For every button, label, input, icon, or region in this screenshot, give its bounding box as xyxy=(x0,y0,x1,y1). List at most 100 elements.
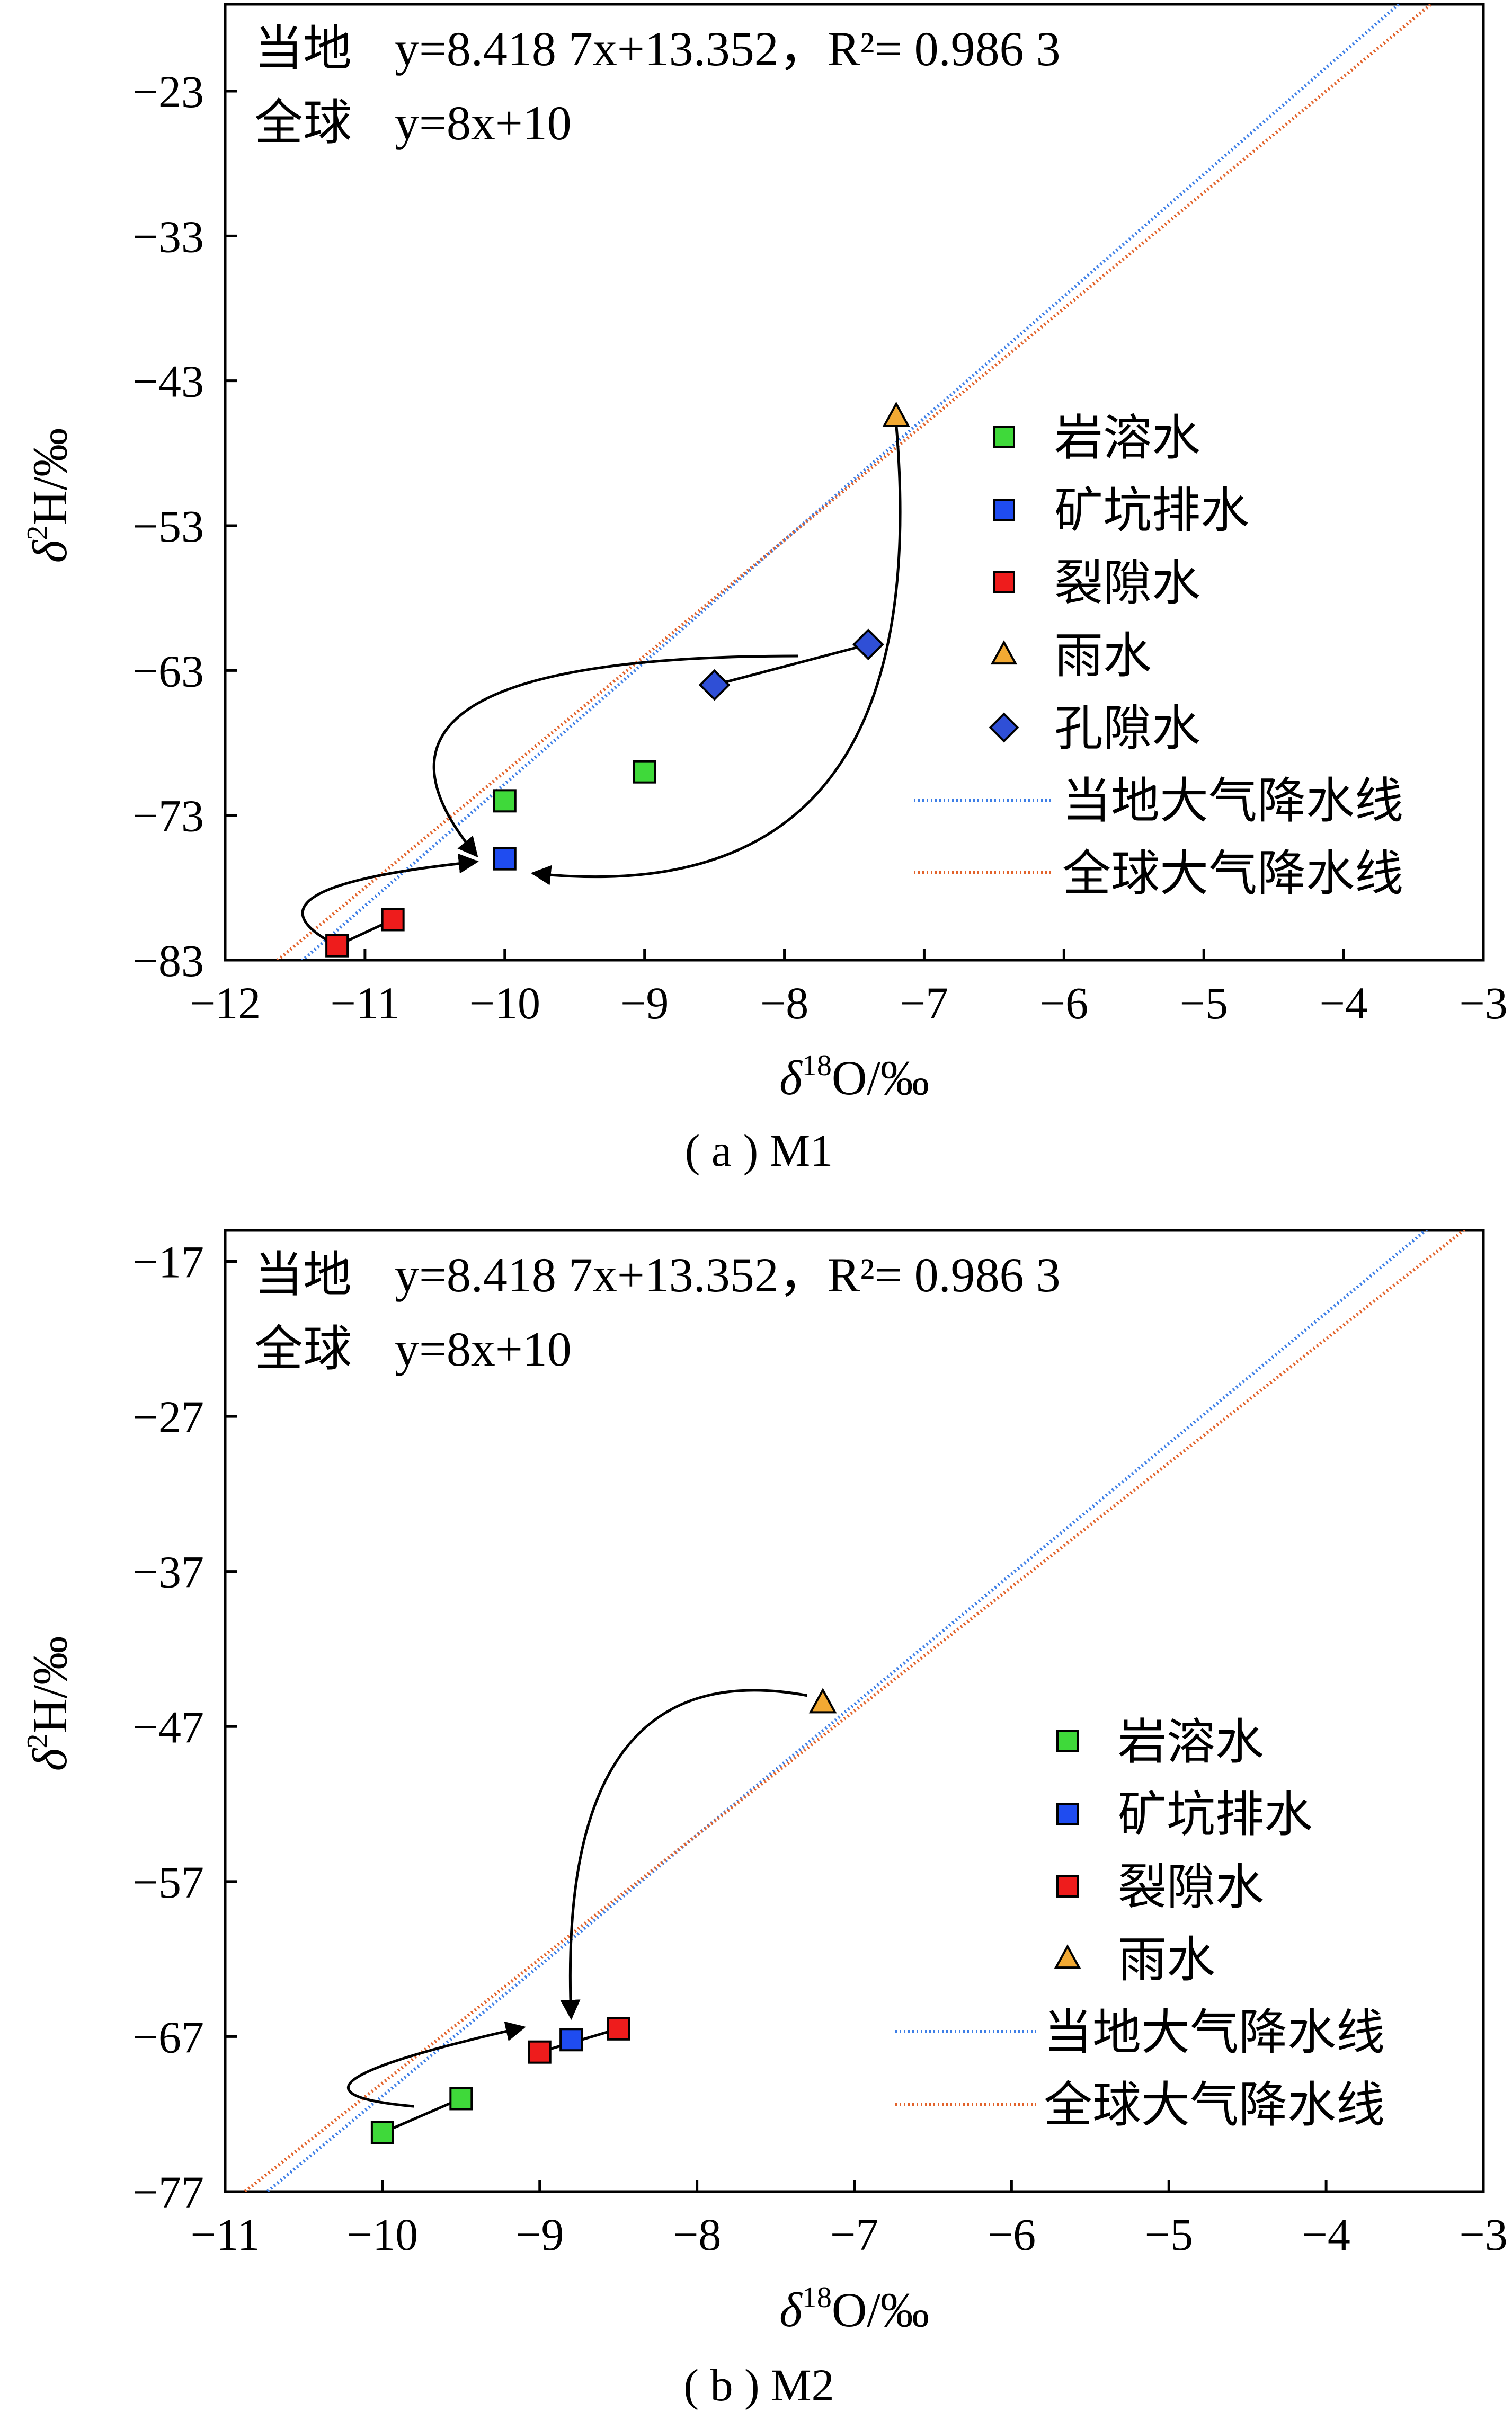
y-tick-label: −83 xyxy=(132,935,204,986)
legend-label: 矿坑排水 xyxy=(1118,1788,1313,1842)
equation-global-label: 全球 xyxy=(254,96,352,150)
legend-marker xyxy=(990,640,1018,665)
x-tick-label: −6 xyxy=(1040,978,1089,1029)
legend-label: 全球大气降水线 xyxy=(1062,847,1403,901)
legend-marker xyxy=(1056,1803,1079,1825)
y-tick-label: −53 xyxy=(132,501,204,552)
y-tick-label: −37 xyxy=(132,1547,204,1598)
equation-global: y=8x+10 xyxy=(395,1322,572,1376)
legend-marker xyxy=(993,499,1015,521)
x-axis-label-rest: O/‰ xyxy=(832,2283,929,2337)
y-tick-label: −23 xyxy=(132,66,204,117)
plot-frame xyxy=(224,3,1485,962)
data-point xyxy=(449,2087,473,2111)
y-axis-label-rest: H/‰ xyxy=(23,1636,77,1734)
y-tick-label: −17 xyxy=(132,1237,204,1288)
x-tick-label: −5 xyxy=(1144,2209,1193,2260)
local-meteoric-water-line xyxy=(300,4,1401,960)
data-point xyxy=(559,2028,583,2052)
y-axis-label-symbol: δ xyxy=(23,1748,77,1771)
x-axis-label-symbol: δ xyxy=(779,1051,803,1105)
legend-label: 裂隙水 xyxy=(1054,556,1200,610)
x-tick-label: −7 xyxy=(830,2209,879,2260)
y-tick-label: −63 xyxy=(132,645,204,696)
legend-label: 全球大气降水线 xyxy=(1044,2078,1385,2132)
data-point xyxy=(493,847,517,871)
x-tick-label: −8 xyxy=(673,2209,722,2260)
legend-label: 当地大气降水线 xyxy=(1044,2006,1385,2060)
equation-local: y=8.418 7x+13.352，R²= 0.986 3 xyxy=(395,22,1061,76)
x-tick-label: −11 xyxy=(330,978,399,1029)
y-axis-label-rest: H/‰ xyxy=(23,428,77,526)
connector-line xyxy=(381,2097,462,2134)
x-tick-label: −11 xyxy=(190,2209,260,2260)
legend-label: 矿坑排水 xyxy=(1054,484,1249,538)
y-axis-label-sup: 2 xyxy=(21,526,54,540)
x-tick-label: −12 xyxy=(190,978,261,1029)
flow-arrow xyxy=(301,853,479,947)
legend-label: 岩溶水 xyxy=(1054,411,1200,465)
data-point xyxy=(808,1688,837,1714)
x-axis-label: δ18O/‰ xyxy=(779,1049,929,1105)
x-axis-label-rest: O/‰ xyxy=(832,1051,929,1105)
legend-label: 裂隙水 xyxy=(1118,1860,1264,1914)
y-axis-label: δ2H/‰ xyxy=(21,428,77,563)
x-tick-label: −4 xyxy=(1302,2209,1350,2260)
global-meteoric-water-line xyxy=(242,1230,1466,2192)
connector-line xyxy=(714,643,869,687)
flow-arrow xyxy=(346,2021,526,2108)
y-tick-label: −43 xyxy=(132,356,204,407)
equation-global-label: 全球 xyxy=(254,1322,352,1376)
x-tick-label: −10 xyxy=(347,2209,419,2260)
y-tick-label: −47 xyxy=(132,1701,204,1752)
x-axis-label: δ18O/‰ xyxy=(779,2281,929,2337)
chart-panel-b: −11 −10 −9 −8 −7 −6 −5 −4 −3 −77 −67 −57 −47 −37 −27 −1… xyxy=(21,1229,1508,2410)
legend-label: 当地大气降水线 xyxy=(1062,774,1403,828)
y-axis-label-symbol: δ xyxy=(23,539,77,563)
data-point xyxy=(381,908,405,932)
x-tick-label: −3 xyxy=(1459,2209,1508,2260)
data-point xyxy=(882,401,911,427)
equation-local-label: 当地 xyxy=(254,1248,352,1302)
plot-area xyxy=(275,4,1434,960)
x-tick-label: −3 xyxy=(1459,978,1508,1029)
panel-caption: ( b ) M2 xyxy=(683,2360,834,2410)
legend-label: 雨水 xyxy=(1054,629,1152,683)
data-point xyxy=(493,789,517,813)
x-tick-label: −9 xyxy=(515,2209,564,2260)
y-axis-label: δ2H/‰ xyxy=(21,1636,77,1771)
legend-label: 雨水 xyxy=(1118,1933,1215,1987)
data-point xyxy=(528,2040,552,2064)
x-tick-label: −10 xyxy=(469,978,541,1029)
data-point xyxy=(607,2017,630,2041)
y-tick-label: −77 xyxy=(132,2167,204,2218)
legend-marker xyxy=(1056,1875,1079,1898)
x-tick-label: −8 xyxy=(760,978,809,1029)
flow-arrow xyxy=(560,1689,807,2020)
flow-arrow xyxy=(530,424,902,885)
legend-label: 岩溶水 xyxy=(1118,1715,1264,1769)
y-tick-label: −67 xyxy=(132,2011,204,2062)
x-axis-label-sup: 18 xyxy=(802,1049,832,1082)
legend-marker xyxy=(993,571,1015,593)
x-axis-label-symbol: δ xyxy=(779,2283,803,2337)
global-meteoric-water-line xyxy=(275,4,1434,960)
data-point xyxy=(325,934,349,958)
equation-local: y=8.418 7x+13.352，R²= 0.986 3 xyxy=(395,1248,1061,1302)
x-tick-label: −9 xyxy=(620,978,669,1029)
legend-label: 孔隙水 xyxy=(1054,702,1200,756)
flow-arrow xyxy=(432,654,798,858)
y-tick-label: −73 xyxy=(132,791,204,841)
chart-panel-a: −12 −11 −10 −9 −8 −7 −6 −5 −4 −3 −83 −73 −63 −53 −43 −3… xyxy=(21,3,1508,1176)
legend-marker xyxy=(1054,1944,1081,1969)
data-point xyxy=(633,760,656,784)
panel-caption: ( a ) M1 xyxy=(685,1125,833,1176)
y-tick-label: −27 xyxy=(132,1391,204,1442)
y-axis-label-sup: 2 xyxy=(21,1734,54,1749)
x-axis-label-sup: 18 xyxy=(802,2281,832,2314)
x-tick-label: −7 xyxy=(900,978,949,1029)
legend-marker xyxy=(993,426,1015,448)
data-point xyxy=(370,2121,394,2144)
legend-marker xyxy=(1056,1730,1079,1752)
